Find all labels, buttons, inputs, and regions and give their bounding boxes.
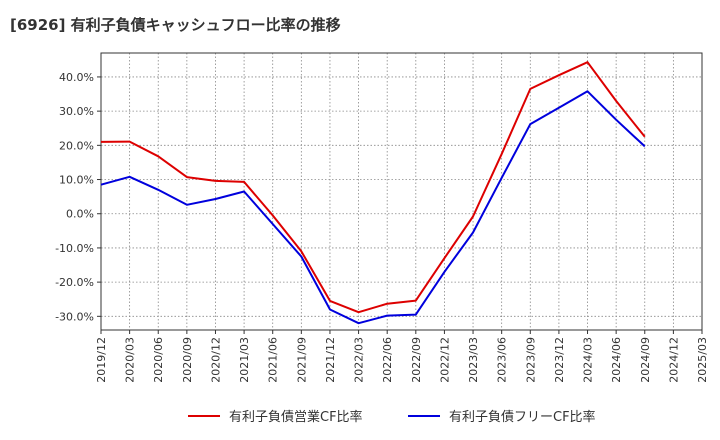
x-tick-label: 2021/06 (267, 337, 280, 383)
x-tick-label: 2022/06 (381, 337, 394, 383)
x-tick-label: 2024/12 (667, 337, 680, 383)
y-tick-label: 20.0% (59, 139, 94, 152)
grid-lines (101, 53, 702, 330)
x-tick-label: 2024/09 (639, 337, 652, 383)
x-tick-label: 2022/12 (438, 337, 451, 383)
y-tick-label: 0.0% (66, 208, 94, 221)
x-tick-label: 2023/09 (524, 337, 537, 383)
y-tick-label: 30.0% (59, 105, 94, 118)
x-tick-label: 2020/09 (181, 337, 194, 383)
x-tick-label: 2023/03 (467, 337, 480, 383)
y-tick-label: -10.0% (55, 242, 94, 255)
x-tick-label: 2020/06 (152, 337, 165, 383)
chart-title: [6926] 有利子負債キャッシュフロー比率の推移 (10, 16, 341, 34)
x-tick-label: 2023/06 (496, 337, 509, 383)
series-line-2 (100, 90, 646, 325)
series-lines (100, 61, 646, 325)
x-tick-label: 2021/12 (324, 337, 337, 383)
y-axis-ticks: 40.0% 30.0% 20.0% 10.0% 0.0% -10.0% -20.0% -30.… (55, 71, 101, 323)
x-tick-label: 2024/06 (610, 337, 623, 383)
y-tick-label: 10.0% (59, 174, 94, 187)
legend-label-1: 有利子負債営業CF比率 (229, 409, 363, 425)
x-tick-label: 2019/12 (95, 337, 108, 383)
y-tick-label: -20.0% (55, 276, 94, 289)
y-tick-label: -30.0% (55, 310, 94, 323)
x-tick-label: 2024/03 (582, 337, 595, 383)
plot-area-frame (100, 52, 703, 331)
x-tick-label: 2020/12 (209, 337, 222, 383)
x-tick-label: 2022/03 (353, 337, 366, 383)
x-tick-label: 2020/03 (124, 337, 137, 383)
x-tick-label: 2021/09 (295, 337, 308, 383)
x-tick-label: 2025/03 (696, 337, 709, 383)
x-tick-label: 2021/03 (238, 337, 251, 383)
y-tick-label: 40.0% (59, 71, 94, 84)
series-line-1 (100, 61, 646, 314)
legend: 有利子負債営業CF比率 有利子負債フリーCF比率 (188, 409, 596, 425)
legend-label-2: 有利子負債フリーCF比率 (449, 409, 596, 425)
x-tick-label: 2023/12 (553, 337, 566, 383)
x-tick-label: 2022/09 (410, 337, 423, 383)
x-axis-ticks: 2019/12 2020/03 2020/06 2020/09 2020/12 2021/… (95, 330, 709, 383)
